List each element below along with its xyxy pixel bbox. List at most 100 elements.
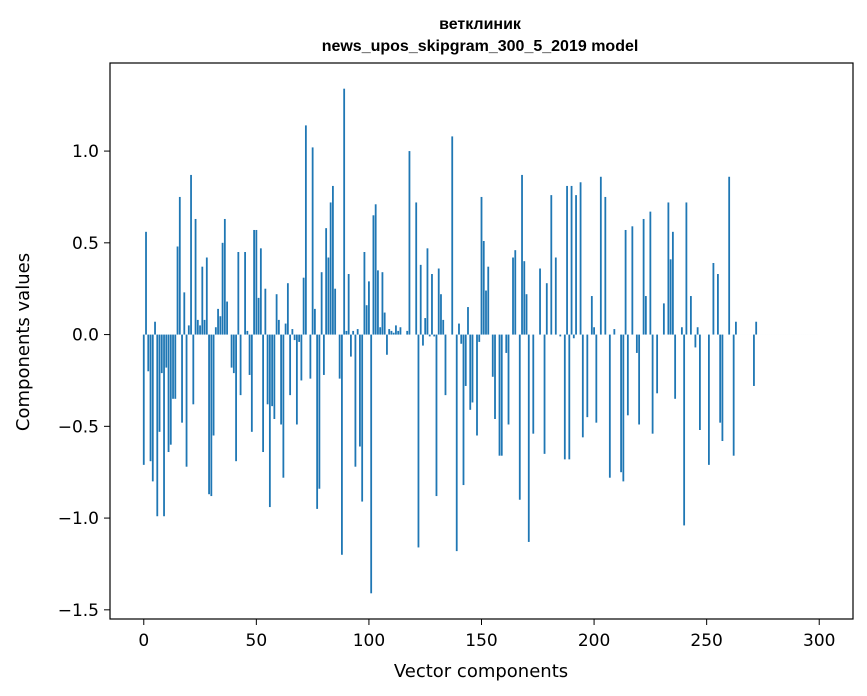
- bar: [183, 292, 186, 335]
- bar: [431, 274, 433, 335]
- bar: [559, 334, 562, 337]
- y-tick-label: −1.0: [58, 509, 99, 529]
- bar: [419, 264, 422, 335]
- bar: [176, 246, 179, 335]
- bar: [523, 261, 526, 335]
- bar: [451, 136, 454, 335]
- bar: [717, 274, 719, 335]
- bar: [460, 334, 463, 344]
- bar: [210, 334, 213, 497]
- bar: [543, 334, 546, 454]
- bar: [581, 334, 584, 438]
- bar: [253, 229, 255, 335]
- bar: [291, 329, 294, 335]
- bar: [671, 231, 674, 335]
- bar: [334, 288, 337, 335]
- chart-title-line1: ветклиник: [439, 16, 522, 33]
- bar: [505, 334, 508, 353]
- bar: [163, 334, 165, 517]
- bar: [521, 174, 523, 335]
- bar: [464, 334, 467, 386]
- x-tick-label: 250: [690, 631, 722, 651]
- bar: [631, 226, 634, 335]
- bar: [444, 334, 447, 396]
- bar: [406, 330, 409, 335]
- bar: [494, 334, 496, 419]
- bar: [289, 334, 292, 396]
- bar: [476, 334, 478, 436]
- bar: [363, 252, 366, 335]
- bar: [192, 334, 195, 405]
- bar: [181, 334, 183, 423]
- bar: [699, 334, 701, 430]
- bar: [250, 334, 253, 432]
- bar: [669, 259, 672, 335]
- bar: [674, 334, 677, 399]
- bar: [169, 334, 172, 445]
- bar: [185, 334, 188, 467]
- bar: [203, 319, 206, 335]
- bar: [298, 334, 301, 342]
- bar: [624, 229, 627, 335]
- bar: [728, 176, 731, 335]
- bar: [482, 240, 485, 335]
- bar: [219, 316, 222, 335]
- bar: [239, 334, 242, 396]
- bar: [570, 185, 573, 335]
- bar: [478, 334, 481, 342]
- bar: [755, 321, 758, 335]
- bar: [318, 334, 321, 489]
- bar: [196, 319, 199, 335]
- bar: [212, 334, 215, 436]
- x-tick-label: 200: [578, 631, 610, 651]
- bar: [341, 334, 343, 555]
- bar: [680, 327, 683, 335]
- bar: [156, 334, 159, 517]
- bar: [255, 229, 258, 335]
- bar: [458, 323, 460, 335]
- bar: [259, 248, 262, 335]
- bar: [361, 334, 364, 502]
- bar: [151, 334, 154, 482]
- bar: [399, 327, 402, 335]
- bar: [237, 252, 240, 335]
- bar: [302, 277, 305, 335]
- plot-frame: [109, 62, 854, 620]
- bar: [320, 272, 323, 335]
- bar: [332, 185, 334, 335]
- bar: [174, 334, 177, 399]
- bar: [649, 211, 652, 335]
- bar: [485, 290, 487, 335]
- bar: [359, 334, 361, 447]
- x-axis-ticks: 0 50 100 150 200 250 300: [138, 619, 835, 651]
- bar: [721, 334, 724, 442]
- y-tick-label: 0.0: [72, 326, 99, 346]
- bar: [383, 312, 386, 335]
- bar: [635, 334, 638, 353]
- bar: [539, 268, 541, 335]
- bar: [217, 308, 219, 335]
- bar: [480, 196, 483, 335]
- bar: [554, 257, 557, 335]
- bar: [365, 305, 368, 335]
- bar: [620, 334, 622, 473]
- bar: [685, 202, 688, 335]
- bar: [525, 294, 528, 335]
- bar: [370, 334, 373, 594]
- bar: [514, 250, 517, 335]
- bar: [689, 296, 692, 335]
- x-axis-label: Vector components: [394, 661, 568, 682]
- bar: [277, 319, 280, 335]
- bar: [300, 334, 303, 381]
- bar: [167, 334, 170, 453]
- bar: [149, 334, 152, 462]
- bar: [262, 334, 264, 453]
- bar: [408, 151, 411, 335]
- bar: [244, 252, 246, 335]
- bar: [304, 125, 307, 335]
- bar: [442, 319, 445, 335]
- bar: [527, 334, 530, 542]
- bar: [313, 308, 316, 335]
- x-tick-label: 0: [138, 631, 149, 651]
- bar: [428, 334, 431, 337]
